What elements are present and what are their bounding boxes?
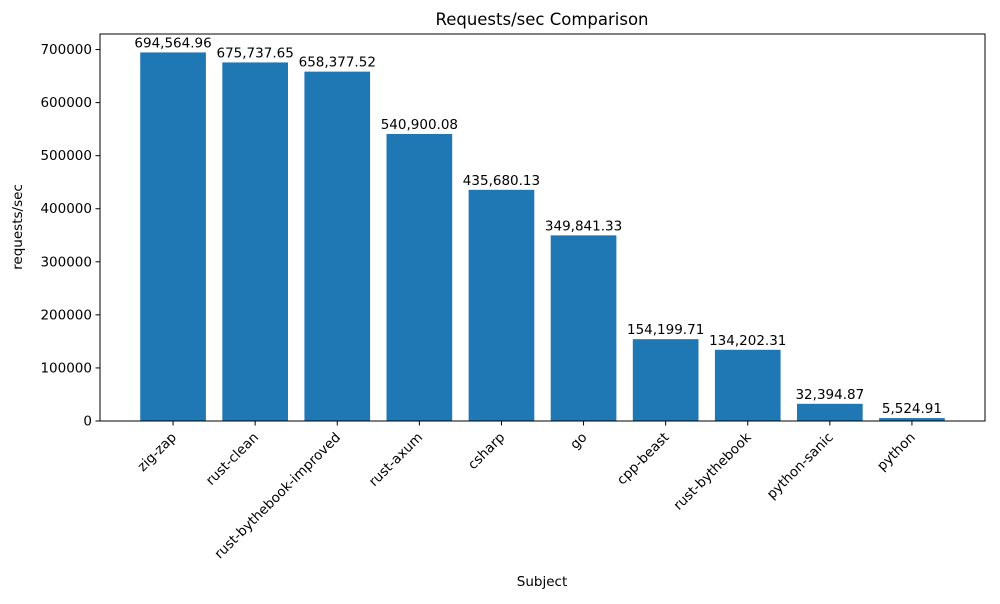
y-tick-label: 600000: [40, 95, 92, 111]
bar: [796, 403, 863, 421]
x-tick-label: go: [567, 430, 590, 453]
bar-value-label: 675,737.65: [217, 45, 294, 61]
bar-value-label: 134,202.31: [709, 333, 786, 349]
y-axis-label: requests/sec: [10, 184, 26, 270]
bar-value-label: 658,377.52: [299, 55, 376, 71]
bar: [386, 133, 453, 421]
x-tick-label: rust-bythebook: [670, 429, 754, 513]
y-tick-label: 100000: [40, 360, 92, 376]
x-tick-label: csharp: [465, 430, 508, 473]
bars-group: [140, 52, 945, 422]
bar-value-label: 5,524.91: [882, 401, 942, 417]
y-tick-label: 300000: [40, 254, 92, 270]
x-tick-label: zig-zap: [134, 430, 179, 475]
bar: [632, 339, 699, 421]
ticks-group: [95, 49, 913, 426]
y-tick-label: 400000: [40, 201, 92, 217]
bar-value-label: 154,199.71: [627, 322, 704, 338]
bar: [879, 418, 945, 421]
bar-value-label: 540,900.08: [381, 117, 458, 133]
x-tick-label: python: [874, 430, 919, 475]
plot-border: [99, 33, 986, 422]
x-axis-label: Subject: [517, 574, 567, 590]
x-tick-label: rust-axum: [366, 430, 426, 490]
y-tick-label: 0: [83, 414, 92, 430]
x-tick-label: cpp-beast: [614, 430, 673, 489]
bar: [304, 71, 371, 421]
bar: [550, 235, 617, 421]
bar: [222, 62, 289, 422]
x-tick-label: rust-clean: [203, 430, 262, 489]
bar: [714, 349, 781, 421]
chart-title: Requests/sec Comparison: [435, 10, 648, 29]
y-tick-label: 200000: [40, 307, 92, 323]
x-tick-label: python-sanic: [764, 430, 837, 503]
bar: [468, 189, 535, 421]
bar-value-label: 32,394.87: [795, 387, 864, 403]
bar-value-label: 435,680.13: [463, 173, 540, 189]
y-tick-label: 500000: [40, 148, 92, 164]
bar-value-label: 349,841.33: [545, 218, 622, 234]
bar-value-label: 694,564.96: [134, 35, 211, 51]
y-tick-label: 700000: [40, 42, 92, 58]
bar: [140, 52, 206, 422]
